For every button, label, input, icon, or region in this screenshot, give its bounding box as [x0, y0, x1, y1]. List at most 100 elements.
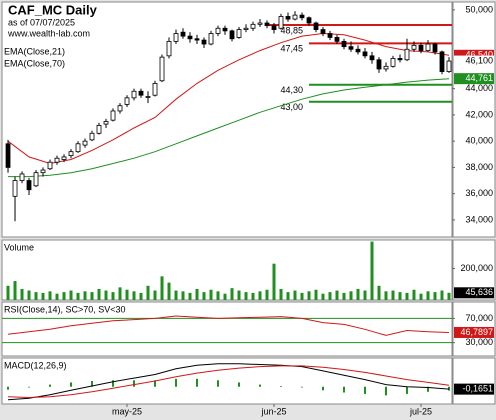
candle-body	[152, 82, 158, 96]
candle-body	[432, 43, 438, 53]
candle-body	[292, 14, 298, 20]
y-tick-label: 200,000	[460, 263, 493, 273]
volume-bar	[405, 292, 409, 300]
candle-body	[411, 44, 417, 50]
legend-entry: EMA(Close,70)	[4, 58, 65, 68]
volume-bar	[83, 291, 87, 300]
volume-bar	[265, 289, 269, 300]
candle-body	[341, 40, 347, 48]
value-label: -0,1651	[462, 383, 493, 393]
volume-bar	[314, 289, 318, 300]
candle-body	[47, 161, 53, 170]
value-label: 46,100	[465, 55, 493, 65]
panel-title: RSI(Close,14), SC>70, SV<30	[4, 304, 126, 314]
volume-bar	[398, 292, 402, 300]
x-tick-label: jun-25	[260, 406, 286, 416]
y-tick-label: 70,000	[465, 313, 493, 323]
volume-bar	[307, 291, 311, 300]
candle-body	[404, 48, 410, 61]
volume-bar	[27, 290, 31, 300]
candle-body	[250, 23, 256, 29]
candle-body	[26, 180, 32, 191]
volume-bar	[321, 293, 325, 300]
candle-body	[61, 156, 67, 160]
candle-body	[215, 27, 221, 34]
candle-body	[369, 55, 375, 61]
panel	[1, 301, 453, 357]
candle-body	[124, 97, 130, 105]
volume-bar	[97, 288, 101, 300]
volume-bar	[349, 291, 353, 300]
candle-body	[271, 25, 277, 30]
candle-body	[40, 169, 46, 174]
volume-bar	[384, 291, 388, 300]
axis-area	[452, 1, 496, 238]
panel-title: Volume	[4, 242, 34, 252]
level-label: 44,30	[280, 85, 303, 95]
volume-bar	[356, 288, 360, 300]
volume-bar	[76, 292, 80, 300]
candle-body	[257, 22, 263, 25]
histogram-bar	[28, 386, 31, 388]
candle-body	[278, 16, 284, 29]
histogram-bar	[112, 380, 115, 387]
histogram-bar	[259, 384, 262, 387]
volume-bar	[419, 293, 423, 300]
candle-body	[334, 37, 340, 42]
legend-entry: EMA(Close,21)	[4, 46, 65, 56]
x-tick-label: jul-25	[409, 406, 432, 416]
histogram-bar	[342, 386, 345, 393]
volume-bar	[160, 276, 164, 300]
candle-body	[383, 65, 389, 70]
candle-body	[33, 172, 39, 187]
volume-bar	[13, 281, 17, 300]
candle-body	[96, 125, 102, 134]
candle-body	[194, 38, 200, 41]
candle-body	[446, 60, 452, 72]
candle-body	[376, 59, 382, 70]
candle-body	[201, 39, 207, 45]
volume-bar	[167, 282, 171, 300]
candle-body	[173, 33, 179, 42]
volume-bar	[433, 292, 437, 300]
volume-bar	[440, 290, 444, 300]
x-tick-label: may-25	[112, 406, 142, 416]
histogram-bar	[91, 381, 94, 387]
volume-bar	[6, 285, 10, 300]
candle-body	[89, 132, 95, 141]
volume-bar	[447, 292, 451, 300]
candle-body	[236, 29, 242, 38]
volume-bar	[188, 292, 192, 300]
candle-body	[243, 27, 249, 30]
value-label: 46,540	[465, 50, 493, 60]
panel	[1, 239, 453, 301]
candle-body	[313, 22, 319, 30]
value-box	[454, 326, 494, 338]
candle-body	[439, 51, 445, 72]
y-tick-label: 40,000	[465, 136, 493, 146]
volume-bar	[195, 288, 199, 300]
value-box	[454, 383, 494, 395]
candle-body	[110, 110, 116, 121]
candle-body	[68, 151, 74, 157]
candle-body	[75, 143, 81, 153]
volume-bar	[258, 291, 262, 300]
candle-body	[327, 33, 333, 38]
volume-bar	[181, 291, 185, 300]
volume-bar	[237, 290, 241, 300]
series-line	[7, 315, 450, 336]
volume-bar	[272, 263, 276, 300]
panel	[1, 357, 453, 405]
subtitle: as of 07/07/2025	[8, 17, 75, 27]
value-box	[454, 49, 494, 61]
histogram-bar	[301, 386, 303, 388]
histogram-bar	[280, 386, 283, 387]
volume-bar	[251, 292, 255, 300]
candle-body	[285, 16, 291, 20]
volume-bar	[132, 291, 136, 300]
candle-body	[299, 14, 305, 19]
series-line	[7, 32, 450, 165]
series-line	[7, 365, 450, 399]
volume-bar	[69, 290, 73, 300]
